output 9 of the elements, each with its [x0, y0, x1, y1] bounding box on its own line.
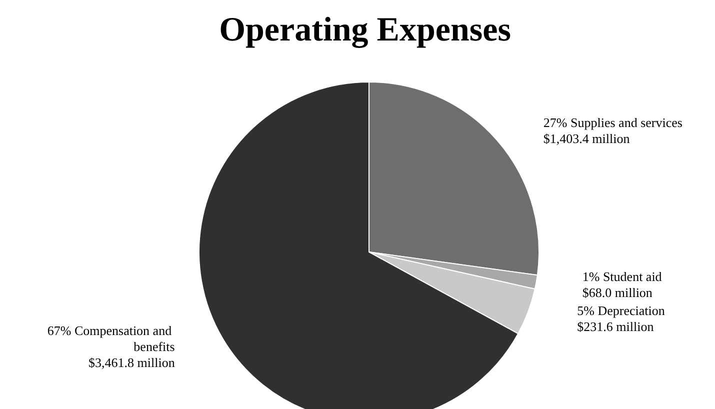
slice-label: 5% Depreciation — [577, 303, 666, 318]
data-label: $231.6 million — [577, 319, 654, 334]
slice-label: 67% Compensation and benefits — [47, 322, 175, 354]
chart-title: Operating Expenses — [219, 12, 511, 48]
data-label: $68.0 million — [582, 285, 653, 300]
slice-label: 27% Supplies and services — [543, 114, 682, 130]
data-label: $3,461.8 million — [88, 354, 176, 370]
data-label: $1,403.4 million — [543, 130, 630, 146]
slice-label: 1% Student aid — [582, 269, 662, 284]
